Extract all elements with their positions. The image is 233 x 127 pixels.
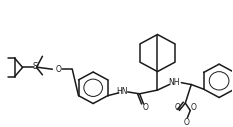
Text: Si: Si bbox=[33, 62, 40, 71]
Text: O: O bbox=[55, 65, 61, 74]
Text: O: O bbox=[183, 118, 189, 127]
Text: HN: HN bbox=[116, 88, 127, 96]
Text: NH: NH bbox=[169, 78, 180, 87]
Text: O: O bbox=[190, 103, 196, 112]
Text: O: O bbox=[175, 103, 180, 112]
Text: O: O bbox=[143, 103, 148, 112]
